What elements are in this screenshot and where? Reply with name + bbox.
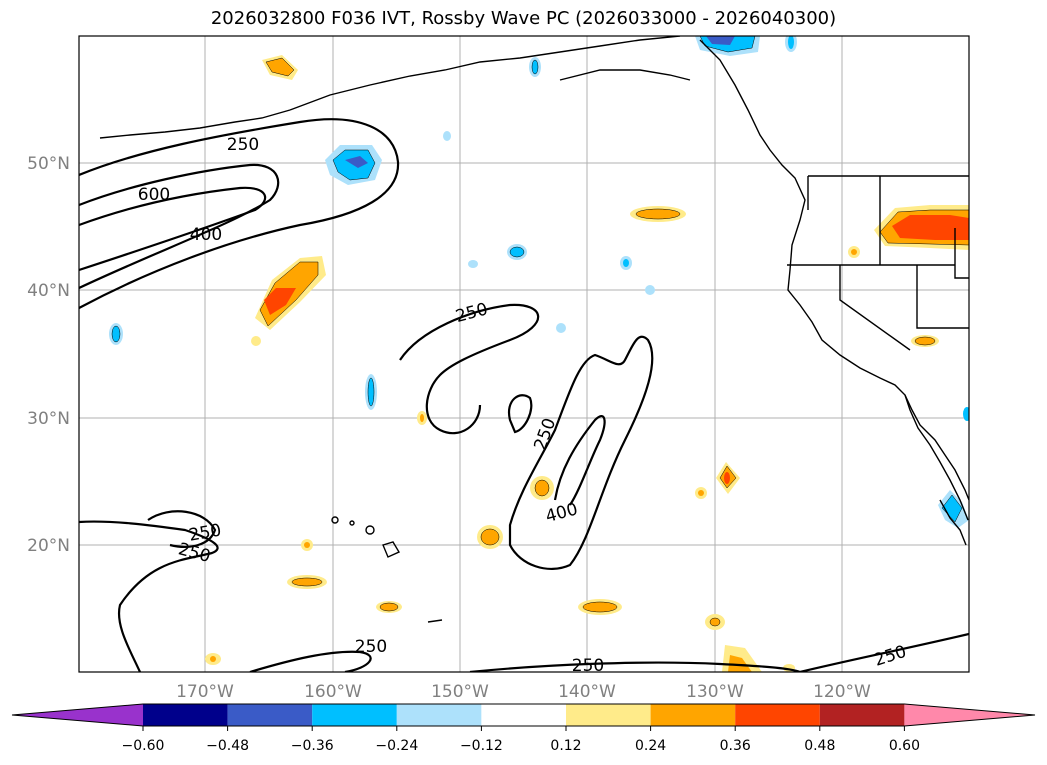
colorbar-tick-label: 0.48 xyxy=(804,738,835,754)
latitude-label: 50°N xyxy=(27,154,70,174)
colorbar-tick-label: −0.36 xyxy=(291,738,334,754)
colorbar-segment xyxy=(312,704,397,726)
longitude-label: 120°W xyxy=(813,682,871,702)
map-title: 2026032800 F036 IVT, Rossby Wave PC (202… xyxy=(210,8,837,29)
colorbar-segment xyxy=(735,704,820,726)
latitude-label: 30°N xyxy=(27,409,70,429)
colorbar-segment xyxy=(566,704,651,726)
colorbar-segment xyxy=(143,704,228,726)
colorbar-tick-label: 0.12 xyxy=(550,738,581,754)
colorbar-segment xyxy=(650,704,736,726)
longitude-label: 130°W xyxy=(686,682,744,702)
contour-label: 250 xyxy=(572,656,604,676)
contour-label: 400 xyxy=(190,225,222,245)
colorbar-tick-label: 0.24 xyxy=(635,738,666,754)
longitude-label: 140°W xyxy=(558,682,616,702)
colorbar-tick-label: −0.12 xyxy=(460,738,503,754)
colorbar-segment xyxy=(481,704,566,726)
longitude-label: 150°W xyxy=(431,682,489,702)
colorbar-ticks xyxy=(142,726,905,731)
colorbar-segment xyxy=(819,704,905,726)
map-panel xyxy=(79,36,969,672)
colorbar-segment xyxy=(396,704,482,726)
colorbar: −0.60 −0.48 −0.36 −0.24 −0.12 0.12 0.24 … xyxy=(11,703,1036,754)
colorbar-tick-label: 0.36 xyxy=(720,738,751,754)
contour-label: 250 xyxy=(355,637,387,657)
longitude-label: 170°W xyxy=(176,682,234,702)
colorbar-max-arrow xyxy=(904,704,1035,726)
longitude-labels: 170°W 160°W 150°W 140°W 130°W 120°W xyxy=(176,682,871,702)
colorbar-tick-label: −0.48 xyxy=(206,738,249,754)
latitude-labels: 50°N 40°N 30°N 20°N xyxy=(27,154,70,556)
coastlines xyxy=(99,36,969,623)
latitude-label: 40°N xyxy=(27,281,70,301)
longitude-label: 160°W xyxy=(304,682,362,702)
latitude-label: 20°N xyxy=(27,536,70,556)
gridlines xyxy=(79,36,969,672)
colorbar-segment xyxy=(227,704,313,726)
contour-label: 250 xyxy=(227,135,259,155)
colorbar-min-arrow xyxy=(12,704,143,726)
colorbar-tick-label: −0.24 xyxy=(375,738,418,754)
contour-label: 600 xyxy=(138,185,170,205)
ivt-contours xyxy=(79,118,969,672)
shaded-anomalies xyxy=(109,36,969,672)
colorbar-tick-label: −0.60 xyxy=(122,738,165,754)
map-border xyxy=(78,35,970,673)
colorbar-tick-label: 0.60 xyxy=(889,738,920,754)
